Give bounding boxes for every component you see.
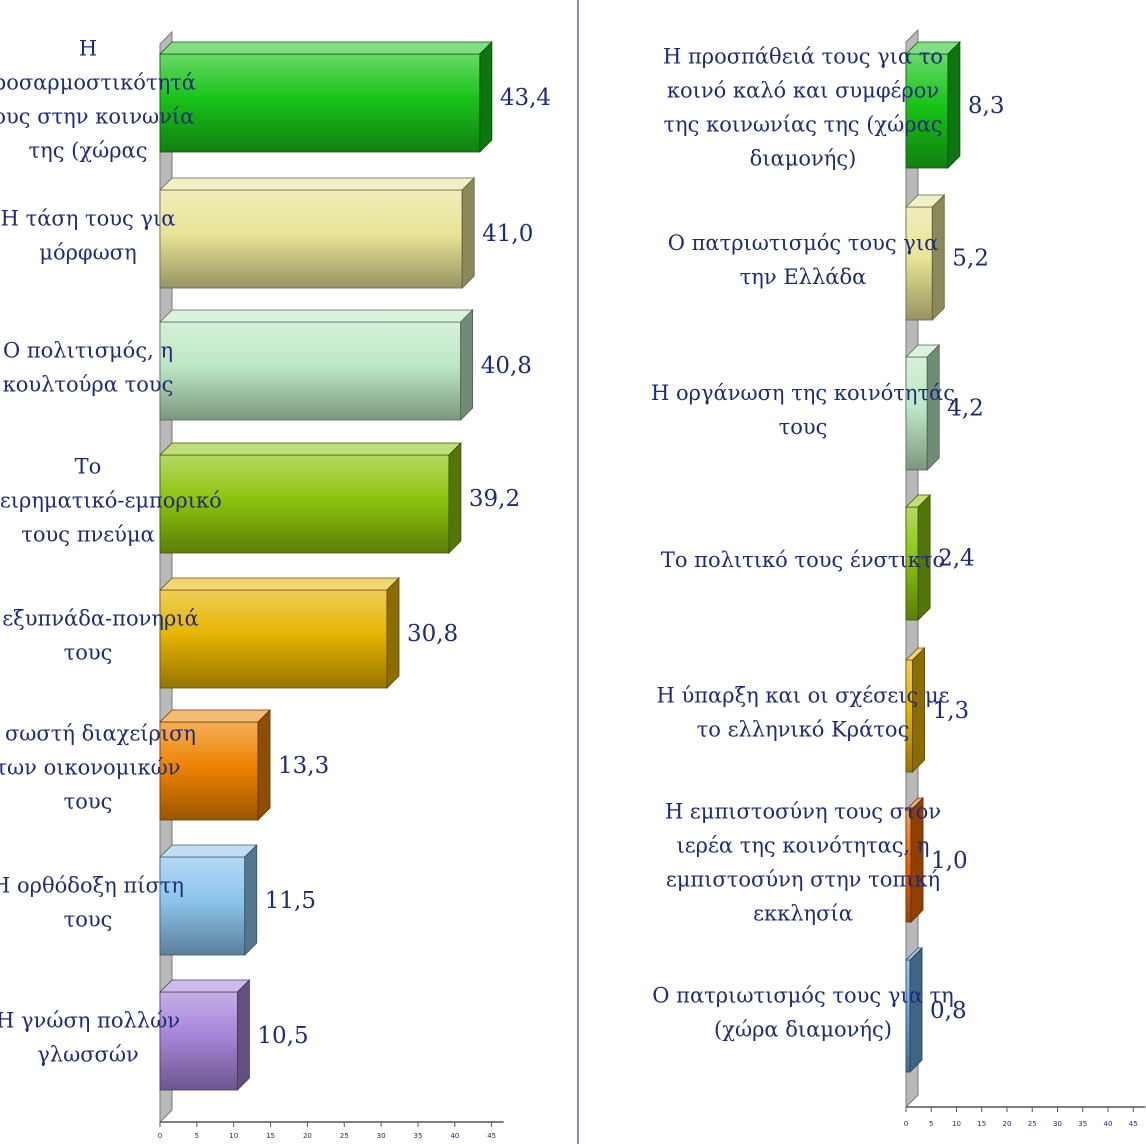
right-category-label: Η προσπάθειά τους για το κοινό καλό και σ… bbox=[663, 45, 943, 171]
right-bar-side bbox=[947, 41, 961, 169]
left-bar bbox=[159, 721, 259, 821]
left-bar bbox=[159, 53, 481, 153]
right-bar bbox=[905, 659, 913, 773]
left-x-tick-label: 35 bbox=[413, 1132, 422, 1140]
left-bar-side bbox=[386, 577, 400, 689]
left-bar-top bbox=[159, 979, 251, 993]
right-bar-side bbox=[912, 647, 925, 773]
right-value-label: 1,0 bbox=[931, 848, 968, 874]
left-category-label: Ο πολιτισμός, η κουλτούρα τους bbox=[3, 339, 174, 397]
right-bar bbox=[905, 356, 928, 471]
left-bar bbox=[159, 856, 246, 956]
left-bar bbox=[159, 321, 462, 421]
right-bar bbox=[905, 809, 912, 923]
right-category-label: Ο πατριωτισμός τους για την Ελλάδα bbox=[668, 231, 939, 289]
right-bar-chart: 0 5 10 15 20 25 30 35 40 45 8,3 Η προσπάθειά τους γ… bbox=[651, 28, 1146, 1128]
right-x-tick-label: 35 bbox=[1078, 1120, 1087, 1128]
right-bar bbox=[905, 959, 911, 1073]
left-bar-chart: 0 5 10 15 20 25 30 35 40 45 43,4 Η προσαρμοστικότητά… bbox=[0, 30, 551, 1140]
right-value-label: 0,8 bbox=[930, 998, 967, 1024]
right-x-tick-label: 25 bbox=[1028, 1120, 1037, 1128]
left-value-label: 43,4 bbox=[500, 85, 551, 111]
left-bar-top bbox=[159, 309, 474, 323]
left-bar bbox=[159, 991, 238, 1091]
right-bar bbox=[905, 206, 933, 321]
right-x-tick-label: 15 bbox=[977, 1120, 986, 1128]
right-x-tick-label: 5 bbox=[929, 1120, 933, 1128]
left-bar-side bbox=[244, 844, 258, 956]
right-category-label: Ο πατριωτισμός τους για τη (χώρα διαμονής… bbox=[652, 984, 953, 1042]
left-bar-side bbox=[460, 309, 474, 421]
right-value-label: 5,2 bbox=[952, 246, 989, 272]
left-category-label: Η ορθόδοξη πίστη τους bbox=[0, 874, 184, 932]
left-x-tick-label: 40 bbox=[450, 1132, 459, 1140]
left-bar-side bbox=[448, 442, 462, 554]
right-x-tick-label: 45 bbox=[1129, 1120, 1138, 1128]
right-category-label: Η οργάνωση της κοινότητάς τους bbox=[651, 381, 955, 439]
left-value-label: 30,8 bbox=[407, 621, 458, 647]
right-value-label: 1,3 bbox=[933, 698, 970, 724]
left-category-label: Η τάση τους για μόρφωση bbox=[1, 207, 176, 265]
left-x-tick-label: 20 bbox=[303, 1132, 312, 1140]
right-category-label: Η ύπαρξη και οι σχέσεις με το ελληνικό Κρ… bbox=[656, 684, 949, 742]
right-value-label: 2,4 bbox=[938, 546, 975, 572]
left-category-label: Η γνώση πολλών γλωσσών bbox=[0, 1009, 180, 1067]
left-bar-side bbox=[257, 709, 271, 821]
left-value-label: 39,2 bbox=[469, 486, 520, 512]
left-bar-top bbox=[159, 844, 258, 858]
left-value-label: 11,5 bbox=[265, 888, 316, 914]
right-bar bbox=[905, 53, 949, 169]
right-bar-side bbox=[910, 797, 924, 923]
right-category-label: Η εμπιστοσύνη τους στον ιερέα της κοινότη… bbox=[665, 800, 941, 926]
right-x-tick-label: 40 bbox=[1104, 1120, 1113, 1128]
left-x-tick-label: 0 bbox=[158, 1132, 162, 1140]
left-x-tick-label: 25 bbox=[340, 1132, 349, 1140]
left-bar-top bbox=[159, 709, 271, 723]
right-x-tick-label: 10 bbox=[952, 1120, 961, 1128]
left-x-tick-label: 10 bbox=[229, 1132, 238, 1140]
left-bar-top bbox=[159, 442, 462, 456]
right-bar-side bbox=[909, 947, 923, 1073]
left-x-tick-label: 30 bbox=[377, 1132, 386, 1140]
right-value-label: 8,3 bbox=[968, 93, 1005, 119]
right-bar-side bbox=[926, 344, 940, 471]
left-x-tick-label: 45 bbox=[487, 1132, 496, 1140]
left-value-label: 41,0 bbox=[482, 221, 533, 247]
left-bar bbox=[159, 189, 463, 289]
left-value-label: 13,3 bbox=[278, 753, 329, 779]
left-x-tick-label: 5 bbox=[195, 1132, 199, 1140]
left-bar-top bbox=[159, 577, 400, 591]
left-bar-side bbox=[461, 177, 475, 289]
left-bar-top bbox=[159, 177, 476, 191]
left-bar-side bbox=[236, 979, 250, 1091]
right-bar-side bbox=[931, 194, 945, 321]
left-bar-side bbox=[479, 41, 493, 153]
left-bar bbox=[159, 589, 388, 689]
left-bar-top bbox=[159, 41, 493, 55]
right-x-tick-label: 0 bbox=[904, 1120, 908, 1128]
left-x-tick-label: 15 bbox=[266, 1132, 275, 1140]
right-category-label: Το πολιτικό τους ένστικτο bbox=[661, 548, 945, 572]
right-x-tick-label: 30 bbox=[1053, 1120, 1062, 1128]
right-x-tick-label: 20 bbox=[1003, 1120, 1012, 1128]
right-bar-side bbox=[917, 494, 931, 621]
left-value-label: 10,5 bbox=[257, 1023, 308, 1049]
right-value-label: 4,2 bbox=[947, 396, 984, 422]
left-category-label: Η σωστή διαχείριση των οικονομικών τους bbox=[0, 722, 196, 814]
left-value-label: 40,8 bbox=[481, 353, 532, 379]
